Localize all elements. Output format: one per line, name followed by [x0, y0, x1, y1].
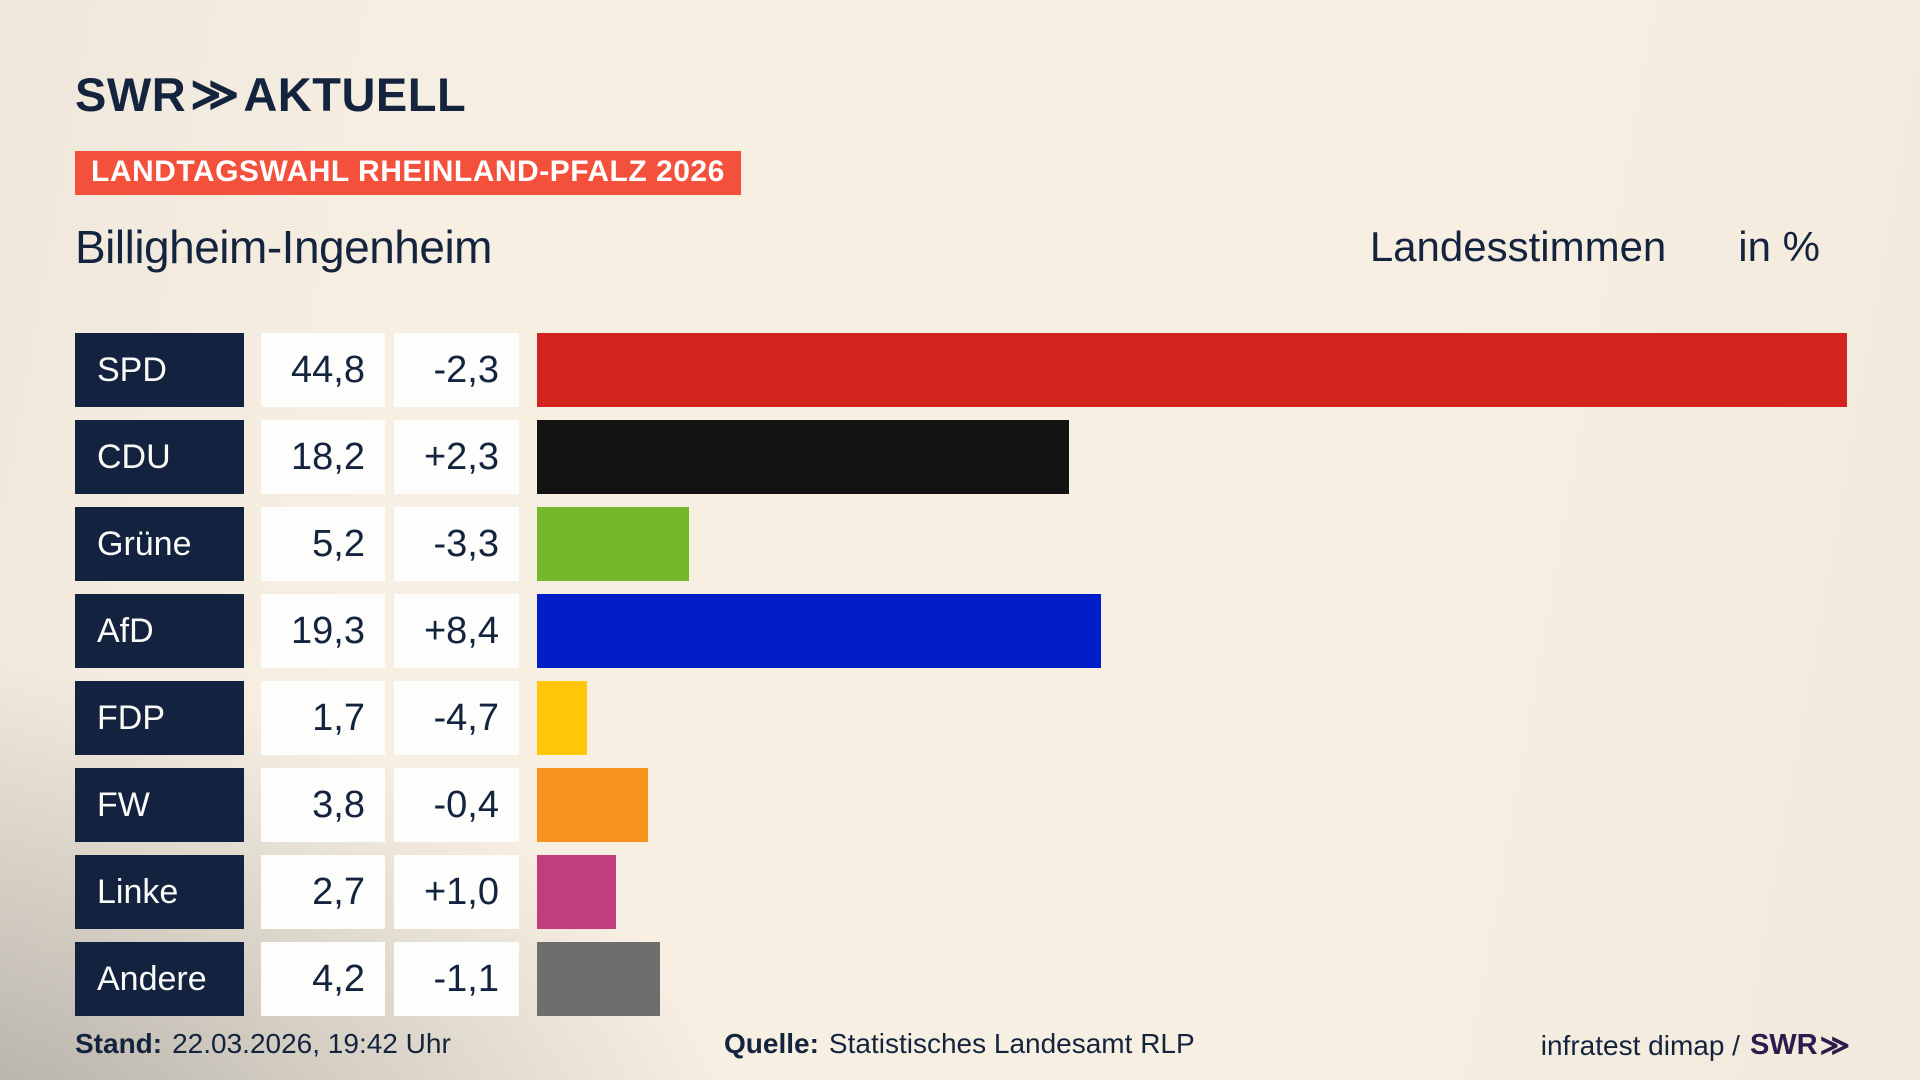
municipality-title: Billigheim-Ingenheim: [75, 221, 492, 273]
result-bar: [537, 333, 1847, 407]
party-change-value: +8,4: [394, 594, 519, 668]
table-row: AfD 19,3 +8,4: [75, 594, 1846, 668]
party-label: FDP: [75, 681, 244, 755]
aktuell-logo-text: AKTUELL: [243, 67, 467, 121]
party-change-value: -2,3: [394, 333, 519, 407]
party-change-value: +1,0: [394, 855, 519, 929]
bar-track: [537, 420, 1847, 494]
source: Quelle: Statistisches Landesamt RLP: [724, 1028, 1195, 1060]
stand-label: Stand:: [75, 1028, 163, 1059]
party-result-value: 3,8: [261, 768, 385, 842]
party-change-value: -3,3: [394, 507, 519, 581]
vote-type-subtitle: Landesstimmen in %: [1370, 223, 1820, 271]
party-label: Andere: [75, 942, 244, 1016]
bar-track: [537, 507, 1847, 581]
footer: Stand: 22.03.2026, 19:42 Uhr Quelle: Stati…: [0, 1028, 1920, 1068]
party-result-value: 18,2: [261, 420, 385, 494]
bar-track: [537, 594, 1847, 668]
party-label: FW: [75, 768, 244, 842]
party-change-value: -0,4: [394, 768, 519, 842]
swr-aktuell-logo: SWR ≫ AKTUELL: [75, 66, 466, 122]
stand-value: 22.03.2026, 19:42 Uhr: [172, 1028, 451, 1059]
swr-footer-logo: SWR ≫: [1749, 1028, 1850, 1063]
party-change-value: +2,3: [394, 420, 519, 494]
bar-track: [537, 942, 1847, 1016]
table-row: SPD 44,8 -2,3: [75, 333, 1847, 407]
result-bar: [537, 594, 1102, 668]
party-result-value: 44,8: [261, 333, 385, 407]
double-chevron-icon: ≫: [190, 67, 239, 120]
quelle-label: Quelle:: [724, 1028, 819, 1059]
party-result-value: 2,7: [261, 855, 385, 929]
table-row: Grüne 5,2 -3,3: [75, 507, 1846, 581]
timestamp: Stand: 22.03.2026, 19:42 Uhr: [75, 1028, 451, 1060]
result-bar: [537, 507, 690, 581]
party-change-value: -4,7: [394, 681, 519, 755]
result-bar: [537, 942, 660, 1016]
bar-track: [537, 333, 1847, 407]
bar-track: [537, 855, 1847, 929]
table-row: CDU 18,2 +2,3: [75, 420, 1846, 494]
bar-track: [537, 681, 1847, 755]
election-banner: LANDTAGSWAHL RHEINLAND-PFALZ 2026: [75, 151, 741, 195]
vote-type-label: Landesstimmen: [1369, 223, 1667, 270]
party-result-value: 19,3: [261, 594, 385, 668]
result-bar: [537, 681, 587, 755]
results-table: SPD 44,8 -2,3 CDU 18,2 +2,3 Grüne 5,2 -3,3 AfD 19,…: [75, 333, 1847, 1029]
party-label: Linke: [75, 855, 244, 929]
party-label: AfD: [75, 594, 244, 668]
credit-text: infratest dimap /: [1540, 1029, 1740, 1061]
party-label: CDU: [75, 420, 244, 494]
table-row: FDP 1,7 -4,7: [75, 681, 1846, 755]
unit-label: in %: [1738, 223, 1820, 270]
result-bar: [537, 420, 1070, 494]
table-row: Andere 4,2 -1,1: [75, 942, 1846, 1016]
swr-footer-logo-text: SWR: [1749, 1029, 1818, 1061]
quelle-value: Statistisches Landesamt RLP: [828, 1028, 1195, 1059]
table-row: FW 3,8 -0,4: [75, 768, 1846, 842]
title-row: Billigheim-Ingenheim Landesstimmen in %: [75, 220, 1820, 274]
swr-logo-text: SWR: [75, 67, 187, 121]
party-result-value: 4,2: [261, 942, 385, 1016]
bar-track: [537, 768, 1847, 842]
party-result-value: 1,7: [261, 681, 385, 755]
table-row: Linke 2,7 +1,0: [75, 855, 1846, 929]
result-bar: [537, 855, 616, 929]
credit: infratest dimap / SWR ≫: [1540, 1028, 1850, 1063]
party-label: Grüne: [75, 507, 244, 581]
party-label: SPD: [75, 333, 244, 407]
footer-chevron-icon: ≫: [1819, 1030, 1850, 1062]
party-result-value: 5,2: [261, 507, 385, 581]
party-change-value: -1,1: [394, 942, 519, 1016]
result-bar: [537, 768, 649, 842]
